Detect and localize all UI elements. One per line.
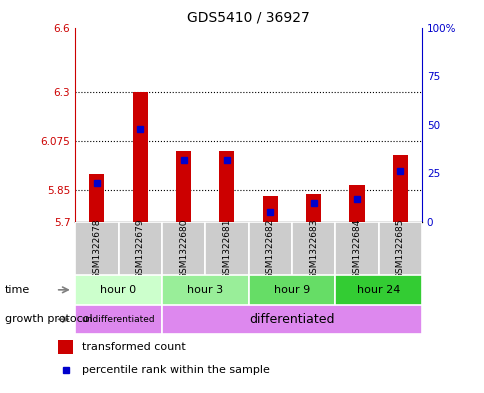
Bar <box>334 222 378 275</box>
Text: hour 24: hour 24 <box>356 285 399 295</box>
Bar <box>176 151 191 222</box>
Bar <box>262 196 277 222</box>
Text: transformed count: transformed count <box>82 342 186 352</box>
Text: hour 0: hour 0 <box>100 285 136 295</box>
Bar <box>118 222 162 275</box>
Bar <box>378 222 421 275</box>
Text: GSM1322682: GSM1322682 <box>265 219 274 279</box>
Bar <box>392 155 407 222</box>
Bar <box>75 275 162 305</box>
Bar <box>75 305 162 334</box>
Text: GSM1322685: GSM1322685 <box>395 219 404 279</box>
Bar <box>334 275 421 305</box>
Text: percentile rank within the sample: percentile rank within the sample <box>82 365 270 375</box>
Text: hour 9: hour 9 <box>273 285 309 295</box>
Text: GSM1322684: GSM1322684 <box>352 219 361 279</box>
Text: growth protocol: growth protocol <box>5 314 92 324</box>
Text: differentiated: differentiated <box>249 313 334 326</box>
Bar <box>205 222 248 275</box>
Bar <box>248 275 334 305</box>
Text: GSM1322679: GSM1322679 <box>136 219 144 279</box>
Bar <box>58 340 73 354</box>
Text: hour 3: hour 3 <box>187 285 223 295</box>
Title: GDS5410 / 36927: GDS5410 / 36927 <box>187 11 309 25</box>
Text: GSM1322680: GSM1322680 <box>179 219 188 279</box>
Bar <box>291 222 334 275</box>
Bar <box>162 222 205 275</box>
Bar <box>162 305 421 334</box>
Bar <box>305 194 320 222</box>
Text: GSM1322683: GSM1322683 <box>308 219 318 279</box>
Text: GSM1322678: GSM1322678 <box>92 219 101 279</box>
Bar <box>219 151 234 222</box>
Bar <box>248 222 291 275</box>
Bar <box>162 275 248 305</box>
Bar <box>132 92 148 222</box>
Text: GSM1322681: GSM1322681 <box>222 219 231 279</box>
Text: time: time <box>5 285 30 295</box>
Bar <box>89 174 104 222</box>
Bar <box>348 185 364 222</box>
Text: undifferentiated: undifferentiated <box>81 315 155 324</box>
Bar <box>75 222 118 275</box>
